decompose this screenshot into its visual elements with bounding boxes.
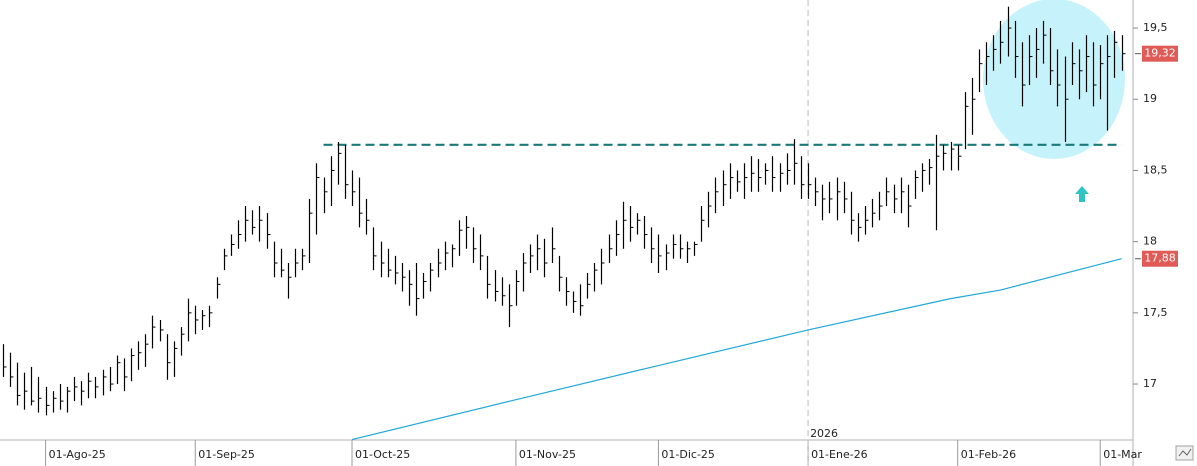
x-tick-label: 01-Mar (1103, 448, 1142, 461)
x-tick-label: 01-Ene-26 (811, 448, 868, 461)
y-tick-label: 17 (1143, 377, 1157, 390)
x-tick-label: 01-Dic-25 (661, 448, 715, 461)
highlight-circle (983, 0, 1125, 159)
x-tick-label: 01-Feb-26 (961, 448, 1016, 461)
price-tag (1142, 250, 1178, 267)
y-tick-label: 19,5 (1143, 21, 1168, 34)
x-tick-label: 01-Sep-25 (198, 448, 255, 461)
arrow-shape (1075, 186, 1089, 202)
price-tag (1142, 45, 1178, 62)
up-arrow (1075, 186, 1089, 202)
moving-average-line (351, 258, 1122, 441)
x-tick-label: 01-Nov-25 (519, 448, 576, 461)
y-tick-label: 18 (1143, 235, 1157, 248)
price-tag-label: 19,32 (1144, 47, 1176, 60)
y-tick-label: 17,5 (1143, 306, 1168, 319)
y-tick-label: 18,5 (1143, 163, 1168, 176)
x-tick-label: 01-Ago-25 (49, 448, 106, 461)
corner-icon (1178, 448, 1192, 457)
year-label: 2026 (810, 427, 838, 440)
y-tick-label: 19 (1143, 92, 1157, 105)
price-tag-label: 17,88 (1144, 252, 1176, 265)
x-tick-label: 01-Oct-25 (355, 448, 410, 461)
